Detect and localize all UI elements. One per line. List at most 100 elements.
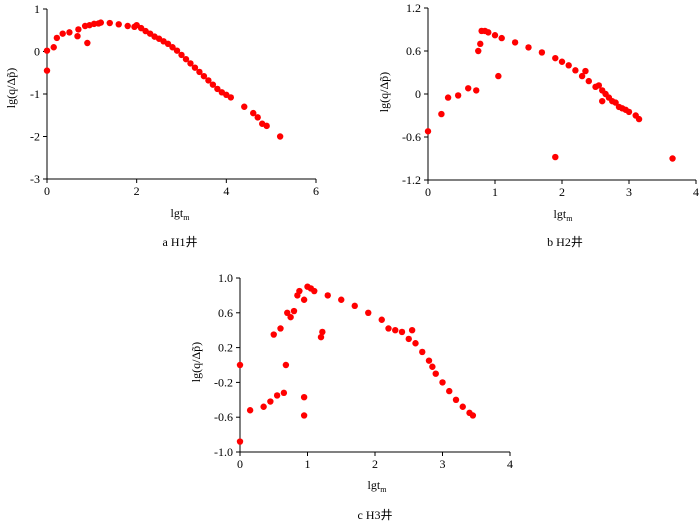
data-point bbox=[475, 47, 482, 55]
data-point bbox=[378, 316, 385, 323]
y-tick-label: 0 bbox=[34, 45, 40, 59]
data-point bbox=[214, 85, 221, 93]
data-point bbox=[296, 287, 303, 295]
data-point bbox=[250, 109, 257, 117]
chart-panel-2: 0 1 2 3 4 1.0 0.6 0.2 -0.2 -0.6 -1.0 lgtm lg(q/Δp̃) c… bbox=[189, 271, 513, 522]
data-point bbox=[465, 85, 472, 92]
y-tick-label: 0.6 bbox=[218, 306, 233, 320]
chart-panel-1: 0 1 2 3 4 1.2 0.6 0 -0.6 -1.2 lgtm lg(q/Δp̃) b H2井 bbox=[377, 1, 699, 249]
data-point bbox=[552, 153, 559, 161]
data-point bbox=[209, 81, 217, 88]
data-point bbox=[97, 19, 105, 26]
data-point bbox=[552, 54, 559, 62]
data-point bbox=[446, 387, 453, 395]
x-tick-label: 4 bbox=[223, 184, 229, 198]
data-point bbox=[473, 87, 480, 94]
data-point bbox=[612, 99, 619, 106]
x-tick-label: 2 bbox=[134, 184, 140, 198]
y-tick-label: -2 bbox=[30, 130, 40, 144]
chart-caption: b H2井 bbox=[547, 235, 583, 249]
data-point bbox=[300, 393, 308, 401]
data-point bbox=[398, 328, 406, 336]
y-tick-label: 0.6 bbox=[406, 44, 421, 58]
x-tick-label: 4 bbox=[507, 457, 513, 471]
data-point bbox=[182, 55, 190, 63]
x-axis-label: lgtm bbox=[554, 207, 574, 223]
data-point bbox=[200, 72, 208, 80]
y-axis-label: lg(q/Δp̃) bbox=[189, 342, 203, 382]
data-point bbox=[84, 39, 91, 47]
data-point bbox=[74, 33, 81, 40]
x-tick-label: 3 bbox=[626, 185, 632, 199]
data-point bbox=[270, 331, 277, 338]
data-point bbox=[558, 58, 566, 65]
data-point bbox=[282, 361, 290, 369]
data-point bbox=[498, 34, 505, 42]
x-tick-label: 1 bbox=[492, 185, 498, 199]
data-point bbox=[469, 412, 477, 419]
data-point bbox=[178, 51, 185, 59]
data-point bbox=[525, 44, 532, 51]
data-point bbox=[277, 325, 284, 332]
data-point bbox=[424, 128, 432, 135]
data-point bbox=[53, 34, 61, 42]
data-point bbox=[236, 361, 244, 369]
y-tick-label: 1.0 bbox=[218, 271, 233, 285]
data-point bbox=[263, 122, 270, 130]
y-tick-label: 0.2 bbox=[218, 341, 233, 355]
y-axis-label: lg(q/Δp̃) bbox=[4, 68, 18, 108]
x-tick-label: 1 bbox=[305, 457, 311, 471]
x-tick-label: 2 bbox=[372, 457, 378, 471]
data-point bbox=[75, 26, 82, 33]
data-point bbox=[324, 292, 331, 299]
y-tick-label: -0.2 bbox=[214, 375, 233, 389]
data-point bbox=[392, 327, 399, 334]
data-point bbox=[124, 22, 131, 30]
y-tick-label: -1.0 bbox=[214, 445, 233, 459]
data-point bbox=[246, 407, 254, 414]
data-point bbox=[280, 389, 288, 397]
data-point bbox=[439, 379, 446, 386]
y-tick-label: -3 bbox=[30, 172, 40, 186]
data-point bbox=[290, 307, 298, 315]
data-point bbox=[625, 108, 633, 116]
data-point bbox=[164, 40, 172, 48]
data-point bbox=[429, 363, 436, 370]
data-point bbox=[635, 115, 643, 123]
x-axis-label: lgtm bbox=[171, 206, 191, 222]
data-point bbox=[412, 340, 419, 347]
data-point bbox=[538, 49, 546, 56]
data-point bbox=[432, 370, 439, 377]
data-point bbox=[267, 398, 274, 405]
y-axis-label: lg(q/Δp̃) bbox=[377, 72, 391, 112]
data-point bbox=[452, 396, 460, 403]
chart-caption: c H3井 bbox=[358, 508, 393, 522]
x-axis-label: lgtm bbox=[368, 478, 388, 494]
data-point bbox=[459, 403, 466, 410]
data-point bbox=[578, 72, 586, 80]
data-point bbox=[669, 155, 676, 162]
x-tick-label: 0 bbox=[237, 457, 243, 471]
data-point bbox=[187, 60, 194, 67]
data-point bbox=[260, 403, 267, 410]
data-point bbox=[173, 47, 181, 54]
data-point bbox=[169, 44, 176, 51]
data-point bbox=[43, 67, 51, 74]
data-point bbox=[419, 348, 426, 356]
data-point bbox=[273, 392, 281, 399]
data-point bbox=[595, 82, 603, 89]
data-point bbox=[385, 325, 392, 332]
data-point bbox=[365, 309, 372, 316]
data-point bbox=[485, 29, 492, 36]
data-point bbox=[319, 328, 326, 336]
x-tick-label: 4 bbox=[693, 185, 699, 199]
data-point bbox=[495, 72, 502, 80]
data-point bbox=[405, 335, 412, 343]
data-point bbox=[311, 287, 318, 295]
x-tick-label: 6 bbox=[313, 184, 319, 198]
x-tick-label: 0 bbox=[425, 185, 431, 199]
data-point bbox=[50, 44, 57, 51]
data-point bbox=[444, 94, 452, 101]
data-point bbox=[572, 67, 579, 74]
data-point bbox=[276, 133, 284, 140]
